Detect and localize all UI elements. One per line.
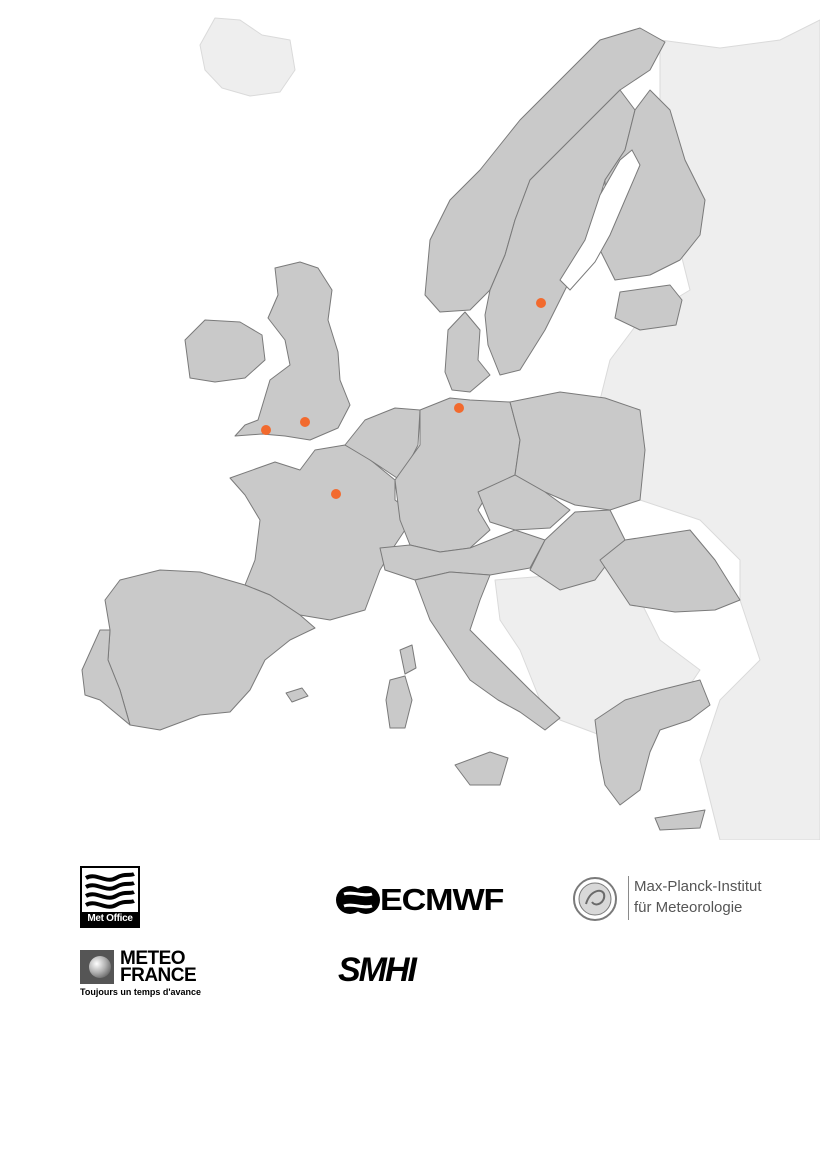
- baltic-gulf-island-estonia: [614, 284, 683, 331]
- ireland: [184, 319, 266, 383]
- great-britain: [234, 261, 351, 441]
- denmark: [444, 311, 491, 393]
- finland: [599, 89, 706, 281]
- marker-hamburg: [454, 403, 464, 413]
- greece: [594, 679, 711, 806]
- member-regions: [81, 27, 741, 831]
- ecmwf-label: ECMWF: [380, 882, 504, 917]
- benelux: [344, 407, 421, 481]
- max-planck-logo: Max-Planck-Institut für Meteorologie: [572, 874, 792, 924]
- portugal: [81, 629, 131, 726]
- site-markers: [261, 298, 546, 499]
- poland: [509, 391, 646, 511]
- max-planck-divider: [628, 876, 629, 920]
- gulf-of-bothnia: [559, 149, 641, 291]
- balearic-islands: [285, 687, 309, 703]
- met-office-label: Met Office: [82, 912, 138, 926]
- ecmwf-emblem-icon: [336, 886, 380, 914]
- smhi-logo: SMHI: [338, 951, 417, 989]
- globe-icon: [80, 950, 114, 984]
- marker-norrkoping: [536, 298, 546, 308]
- meteo-france-logo: METEO FRANCE Toujours un temps d'avance: [80, 948, 210, 1000]
- romania: [599, 529, 741, 613]
- italy: [414, 571, 561, 731]
- iceland: [199, 17, 296, 97]
- marker-reading: [300, 417, 310, 427]
- meteo-france-line1: METEO: [120, 948, 186, 969]
- eastern-europe: [599, 19, 820, 840]
- minerva-emblem-icon: [573, 877, 617, 921]
- crete: [654, 809, 706, 831]
- marker-exeter: [261, 425, 271, 435]
- meteo-france-line2: FRANCE: [120, 965, 197, 986]
- met-office-logo: Met Office: [80, 866, 140, 928]
- czechia: [477, 474, 571, 531]
- marker-france: [331, 489, 341, 499]
- max-planck-line2: für Meteorologie: [634, 899, 743, 916]
- meteo-france-tagline: Toujours un temps d'avance: [80, 987, 201, 997]
- corsica: [399, 644, 417, 675]
- met-office-waves-icon: [84, 872, 135, 909]
- max-planck-line1: Max-Planck-Institut: [634, 878, 762, 895]
- europe-map: [81, 17, 820, 840]
- non-member-regions: [199, 17, 820, 840]
- smhi-label: SMHI: [338, 951, 417, 989]
- sardinia: [385, 675, 413, 729]
- sicily: [454, 751, 509, 786]
